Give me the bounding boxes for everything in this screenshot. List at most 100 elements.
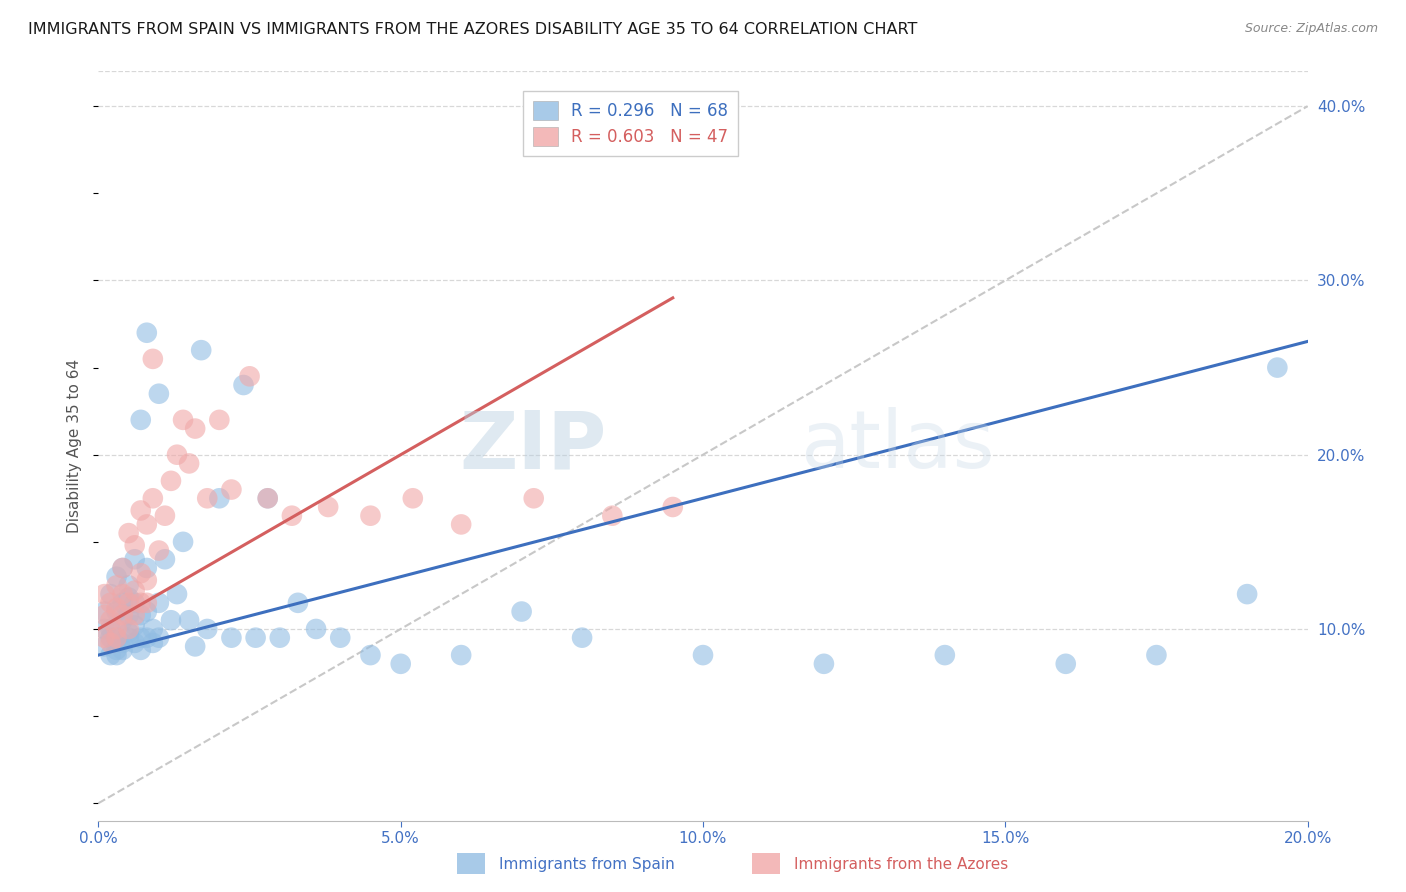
Point bbox=[129, 596, 152, 610]
Point bbox=[148, 631, 170, 645]
Point bbox=[142, 636, 165, 650]
Point bbox=[135, 596, 157, 610]
Text: atlas: atlas bbox=[800, 407, 994, 485]
Point bbox=[661, 500, 683, 514]
Point bbox=[153, 552, 176, 566]
Point bbox=[172, 534, 194, 549]
Point bbox=[129, 607, 152, 622]
Point bbox=[111, 561, 134, 575]
Point bbox=[129, 643, 152, 657]
Point bbox=[93, 622, 115, 636]
Point bbox=[221, 483, 243, 497]
Point bbox=[190, 343, 212, 358]
Point bbox=[100, 587, 122, 601]
Point bbox=[124, 538, 146, 552]
Point bbox=[184, 640, 207, 654]
Text: Source: ZipAtlas.com: Source: ZipAtlas.com bbox=[1244, 22, 1378, 36]
Point bbox=[124, 618, 146, 632]
Point bbox=[118, 591, 141, 605]
Text: ZIP: ZIP bbox=[458, 407, 606, 485]
Point bbox=[93, 587, 115, 601]
Point bbox=[179, 457, 201, 471]
Point bbox=[93, 631, 115, 645]
Point bbox=[239, 369, 262, 384]
Point bbox=[195, 491, 218, 506]
Point bbox=[142, 351, 165, 366]
Point bbox=[160, 613, 183, 627]
Point bbox=[124, 596, 146, 610]
Point bbox=[172, 413, 194, 427]
Point bbox=[129, 503, 152, 517]
Point bbox=[100, 596, 122, 610]
Point bbox=[450, 517, 472, 532]
Point bbox=[256, 491, 278, 506]
Point bbox=[208, 413, 231, 427]
Point bbox=[142, 491, 165, 506]
Point bbox=[118, 622, 141, 636]
Point bbox=[135, 517, 157, 532]
Point bbox=[148, 386, 170, 401]
Text: IMMIGRANTS FROM SPAIN VS IMMIGRANTS FROM THE AZORES DISABILITY AGE 35 TO 64 CORR: IMMIGRANTS FROM SPAIN VS IMMIGRANTS FROM… bbox=[28, 22, 918, 37]
Point bbox=[160, 474, 183, 488]
Point bbox=[232, 378, 254, 392]
Y-axis label: Disability Age 35 to 64: Disability Age 35 to 64 bbox=[67, 359, 83, 533]
Point bbox=[100, 648, 122, 662]
Point bbox=[111, 587, 134, 601]
Point bbox=[135, 631, 157, 645]
Point bbox=[208, 491, 231, 506]
Point bbox=[389, 657, 412, 671]
Point bbox=[118, 631, 141, 645]
Point bbox=[184, 421, 207, 435]
Point bbox=[135, 326, 157, 340]
Point bbox=[360, 648, 382, 662]
Point bbox=[105, 622, 128, 636]
Point bbox=[124, 583, 146, 598]
Point bbox=[93, 640, 115, 654]
Point bbox=[692, 648, 714, 662]
Point bbox=[305, 622, 328, 636]
Point bbox=[245, 631, 267, 645]
Point bbox=[179, 613, 201, 627]
Point bbox=[105, 643, 128, 657]
Point bbox=[111, 636, 134, 650]
Legend: R = 0.296   N = 68, R = 0.603   N = 47: R = 0.296 N = 68, R = 0.603 N = 47 bbox=[523, 91, 738, 156]
Point bbox=[105, 631, 128, 645]
Text: Immigrants from the Azores: Immigrants from the Azores bbox=[794, 857, 1008, 872]
Point bbox=[135, 605, 157, 619]
Point bbox=[1054, 657, 1077, 671]
Point bbox=[124, 607, 146, 622]
Point bbox=[402, 491, 425, 506]
Point bbox=[1236, 587, 1258, 601]
Point bbox=[148, 596, 170, 610]
Point bbox=[105, 648, 128, 662]
Point bbox=[111, 596, 134, 610]
Point bbox=[256, 491, 278, 506]
Point bbox=[118, 625, 141, 640]
Point bbox=[281, 508, 304, 523]
Point bbox=[135, 573, 157, 587]
Point bbox=[287, 596, 309, 610]
Text: Immigrants from Spain: Immigrants from Spain bbox=[499, 857, 675, 872]
Point bbox=[450, 648, 472, 662]
Point bbox=[124, 636, 146, 650]
Point bbox=[118, 596, 141, 610]
Point bbox=[316, 500, 339, 514]
Point bbox=[118, 607, 141, 622]
Point bbox=[105, 631, 128, 645]
Point bbox=[111, 643, 134, 657]
Point bbox=[93, 605, 115, 619]
Point bbox=[1267, 360, 1289, 375]
Point bbox=[100, 631, 122, 645]
Point bbox=[166, 448, 188, 462]
Point bbox=[100, 613, 122, 627]
Point bbox=[813, 657, 835, 671]
Point bbox=[129, 566, 152, 581]
Point bbox=[118, 526, 141, 541]
Point bbox=[105, 601, 128, 615]
Point bbox=[360, 508, 382, 523]
Point bbox=[105, 605, 128, 619]
Point bbox=[111, 561, 134, 575]
Point bbox=[111, 613, 134, 627]
Point bbox=[129, 631, 152, 645]
Point bbox=[93, 607, 115, 622]
